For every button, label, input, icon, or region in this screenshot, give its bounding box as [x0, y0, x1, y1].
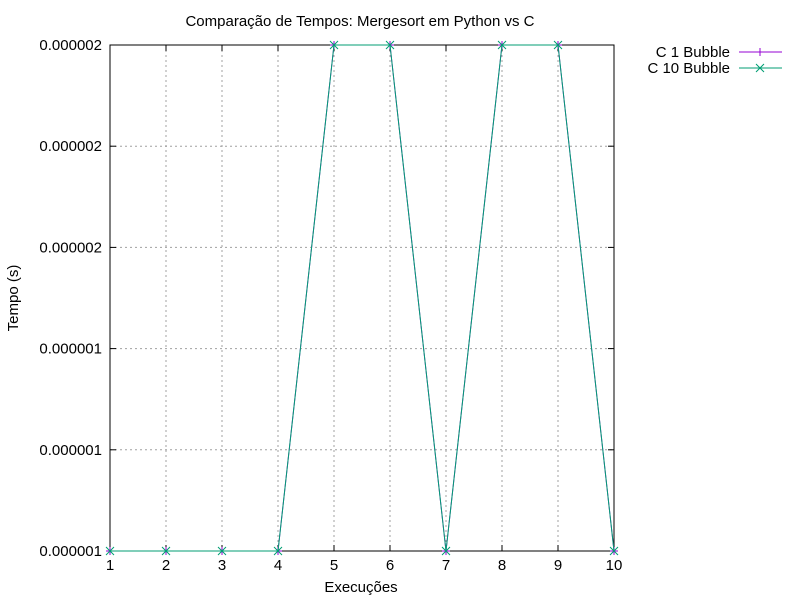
x-tick-label: 2	[162, 557, 170, 574]
data-point	[609, 546, 619, 556]
data-point	[273, 546, 283, 556]
y-tick-label: 0.000001	[39, 341, 102, 358]
x-tick-label: 8	[498, 557, 506, 574]
legend-label: C 1 Bubble	[656, 44, 730, 61]
x-tick-label: 6	[386, 557, 394, 574]
series-2	[105, 40, 619, 556]
x-tick-label: 5	[330, 557, 338, 574]
legend-item: C 1 Bubble	[656, 44, 782, 61]
x-tick-label: 7	[442, 557, 450, 574]
x-tick-label: 9	[554, 557, 562, 574]
x-tick-label: 1	[106, 557, 114, 574]
x-axis-label: Execuções	[324, 579, 397, 596]
data-point	[441, 546, 451, 556]
y-tick-label: 0.000002	[39, 37, 102, 54]
series-line	[110, 44, 615, 552]
legend-label: C 10 Bubble	[647, 60, 730, 77]
legend-item: C 10 Bubble	[647, 60, 782, 77]
x-tick-label: 10	[606, 557, 623, 574]
axis-ticks	[109, 44, 615, 552]
series-1	[106, 41, 618, 555]
y-axis-label: Tempo (s)	[5, 265, 22, 332]
y-tick-label: 0.000002	[39, 239, 102, 256]
x-axis: 1 2 3 4 5 6 7 8 9 10	[106, 557, 623, 574]
series-line	[110, 44, 615, 552]
data-point	[161, 546, 171, 556]
y-tick-label: 0.000001	[39, 442, 102, 459]
legend-marker	[755, 63, 765, 73]
x-tick-label: 4	[274, 557, 282, 574]
data-point	[105, 546, 115, 556]
data-point	[217, 546, 227, 556]
legend-marker	[756, 48, 764, 56]
data-point	[497, 40, 507, 50]
y-tick-label: 0.000002	[39, 138, 102, 155]
chart-title: Comparação de Tempos: Mergesort em Pytho…	[185, 13, 534, 30]
data-point	[385, 40, 395, 50]
data-point	[329, 40, 339, 50]
grid	[110, 45, 614, 551]
x-tick-label: 3	[218, 557, 226, 574]
y-axis: 0.000001 0.000001 0.000001 0.000002 0.000002…	[39, 37, 102, 560]
plot-frame	[109, 44, 615, 552]
series	[105, 40, 619, 556]
data-point	[553, 40, 563, 50]
y-tick-label: 0.000001	[39, 543, 102, 560]
